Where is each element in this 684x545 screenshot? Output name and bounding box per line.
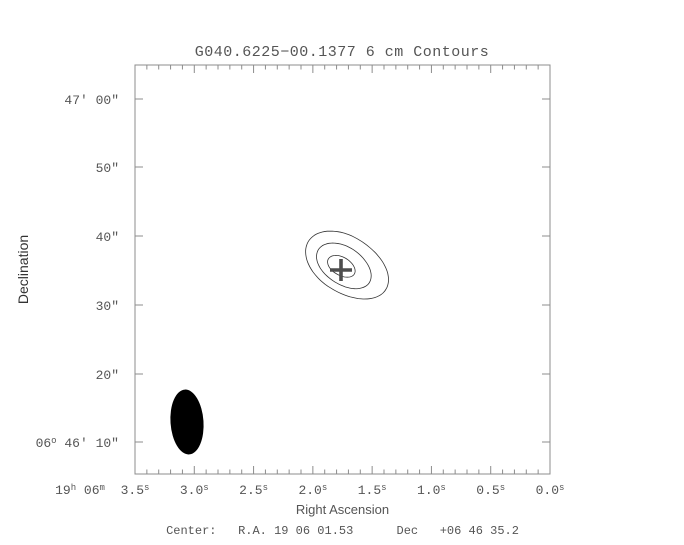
svg-text:50": 50" [96,161,119,176]
svg-text:3.0s: 3.0s [180,483,209,498]
svg-text:0.0s: 0.0s [536,483,565,498]
svg-text:3.5s: 3.5s [121,483,150,498]
svg-text:1.0s: 1.0s [417,483,446,498]
svg-text:20": 20" [96,368,119,383]
svg-text:0.5s: 0.5s [476,483,505,498]
svg-text:Center: R.A. 19 06 01.53: Center: R.A. 19 06 01.53 Dec +06 46 35.2 [166,524,519,538]
svg-text:2.0s: 2.0s [298,483,327,498]
svg-text:1.5s: 1.5s [358,483,387,498]
svg-text:Right Ascension: Right Ascension [296,502,389,517]
svg-text:47' 00": 47' 00" [64,93,119,108]
svg-text:G040.6225−00.1377 6 cm Contour: G040.6225−00.1377 6 cm Contours [195,44,490,61]
svg-text:40": 40" [96,230,119,245]
svg-text:Declination: Declination [15,235,31,304]
svg-text:06o 46' 10": 06o 46' 10" [36,436,119,451]
svg-text:30": 30" [96,299,119,314]
svg-text:2.5s: 2.5s [239,483,268,498]
svg-text:19h 06m: 19h 06m [55,483,105,498]
